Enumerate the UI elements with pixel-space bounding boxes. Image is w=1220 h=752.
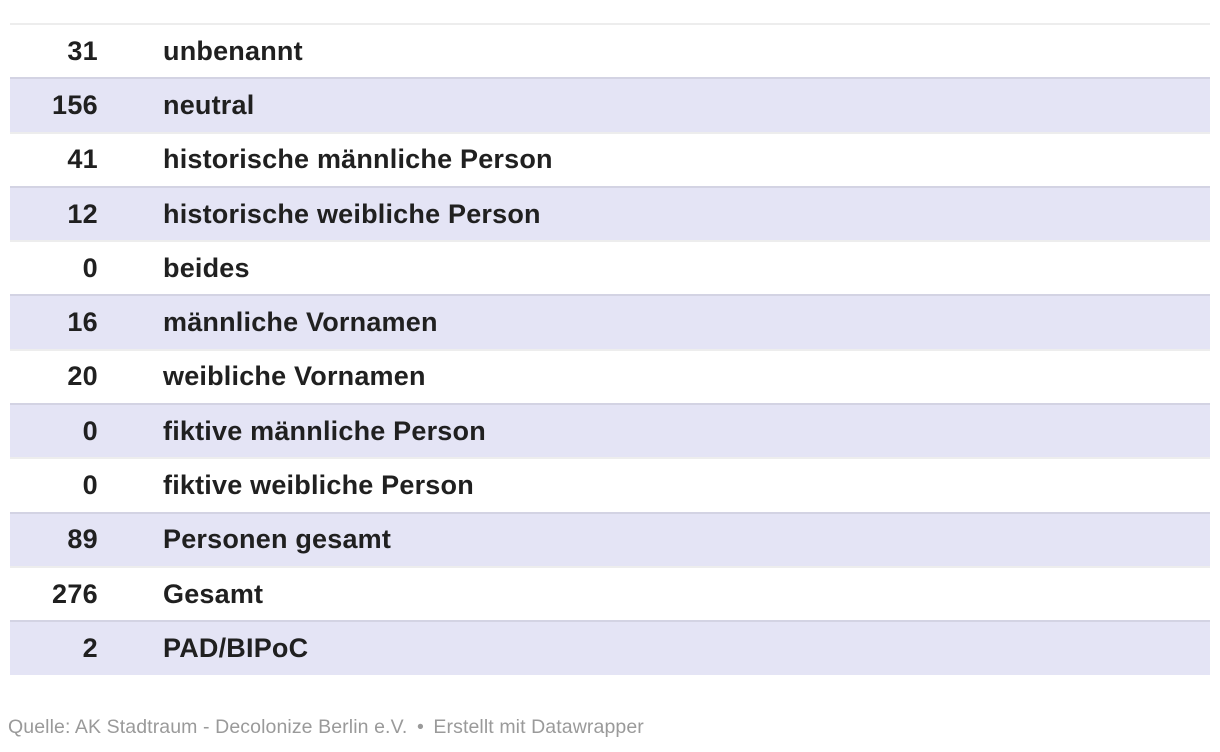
row-value: 0 — [82, 252, 98, 283]
table-row: 0 fiktive männliche Person — [10, 403, 1210, 458]
table-row: 276 Gesamt — [10, 565, 1210, 621]
row-label: fiktive männliche Person — [163, 415, 486, 446]
row-label: weibliche Vornamen — [163, 361, 426, 392]
row-value: 16 — [67, 307, 98, 338]
row-value: 20 — [67, 361, 98, 392]
row-label: historische weibliche Person — [163, 198, 541, 229]
table-row: 41 historische männliche Person — [10, 131, 1210, 186]
source-text: Quelle: AK Stadtraum - Decolonize Berlin… — [8, 715, 408, 738]
table-row: 156 neutral — [10, 77, 1210, 132]
row-value: 31 — [67, 35, 98, 66]
table-row: 31 unbenannt — [10, 23, 1210, 78]
datawrapper-attribution-link[interactable]: Erstellt mit Datawrapper — [433, 715, 644, 738]
row-label: unbenannt — [163, 35, 303, 66]
row-label: männliche Vornamen — [163, 307, 438, 338]
row-label: PAD/BIPoC — [163, 632, 309, 663]
data-table: 31 unbenannt 156 neutral 41 historische … — [10, 23, 1210, 675]
table-row: 89 Personen gesamt — [10, 511, 1210, 566]
table-row: 0 fiktive weibliche Person — [10, 457, 1210, 512]
row-value: 41 — [67, 144, 98, 175]
table-row: 20 weibliche Vornamen — [10, 348, 1210, 404]
table-row: 12 historische weibliche Person — [10, 185, 1210, 241]
row-value: 0 — [82, 470, 98, 501]
row-value: 89 — [67, 524, 98, 555]
row-value: 276 — [52, 578, 98, 609]
row-value: 2 — [82, 632, 98, 663]
row-value: 156 — [52, 89, 98, 120]
row-label: neutral — [163, 89, 255, 120]
row-value: 12 — [67, 198, 98, 229]
row-value: 0 — [82, 415, 98, 446]
footer-separator: • — [416, 715, 424, 738]
table-row: 0 beides — [10, 240, 1210, 295]
row-label: historische männliche Person — [163, 144, 553, 175]
row-label: Gesamt — [163, 578, 264, 609]
table-row: 16 männliche Vornamen — [10, 294, 1210, 349]
row-label: Personen gesamt — [163, 524, 392, 555]
table-row: 2 PAD/BIPoC — [10, 620, 1210, 675]
row-label: fiktive weibliche Person — [163, 470, 474, 501]
footer: Quelle: AK Stadtraum - Decolonize Berlin… — [8, 716, 1210, 739]
row-label: beides — [163, 252, 250, 283]
